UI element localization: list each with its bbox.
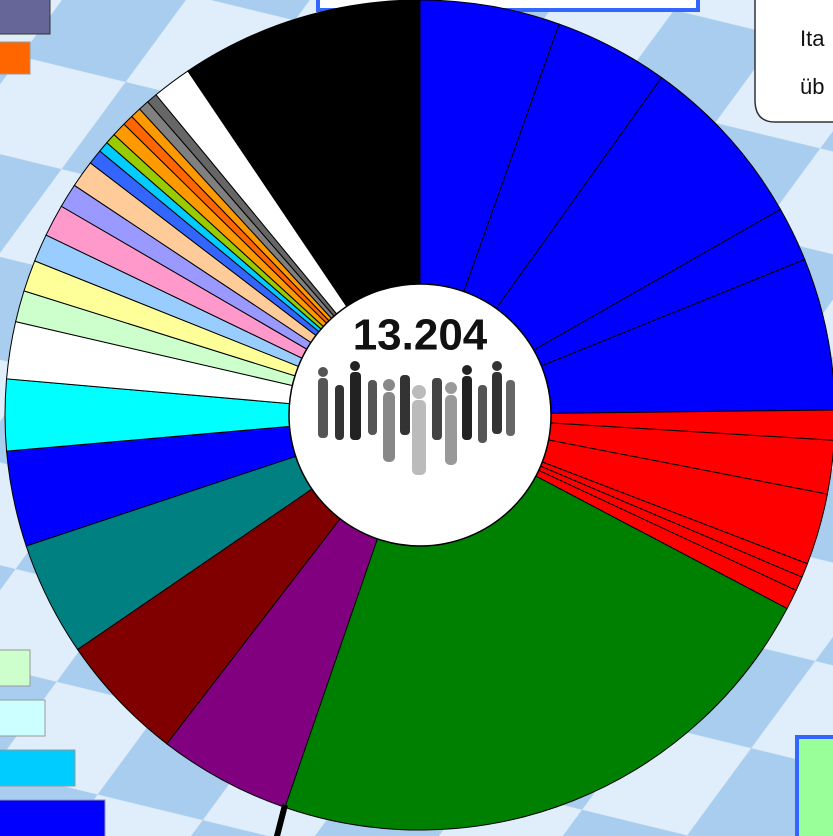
swatch <box>0 699 46 737</box>
callout-text: üb <box>800 74 824 99</box>
pointer-line <box>273 804 288 836</box>
people-icon <box>318 361 515 475</box>
info-box <box>795 735 833 836</box>
callout-box <box>754 0 833 123</box>
swatch <box>0 41 31 75</box>
swatch <box>0 799 106 836</box>
swatch <box>0 649 31 687</box>
callout-text: Ita <box>800 26 825 51</box>
swatch <box>0 0 51 35</box>
swatch <box>0 749 76 787</box>
center-label: 13.204 <box>353 311 488 360</box>
